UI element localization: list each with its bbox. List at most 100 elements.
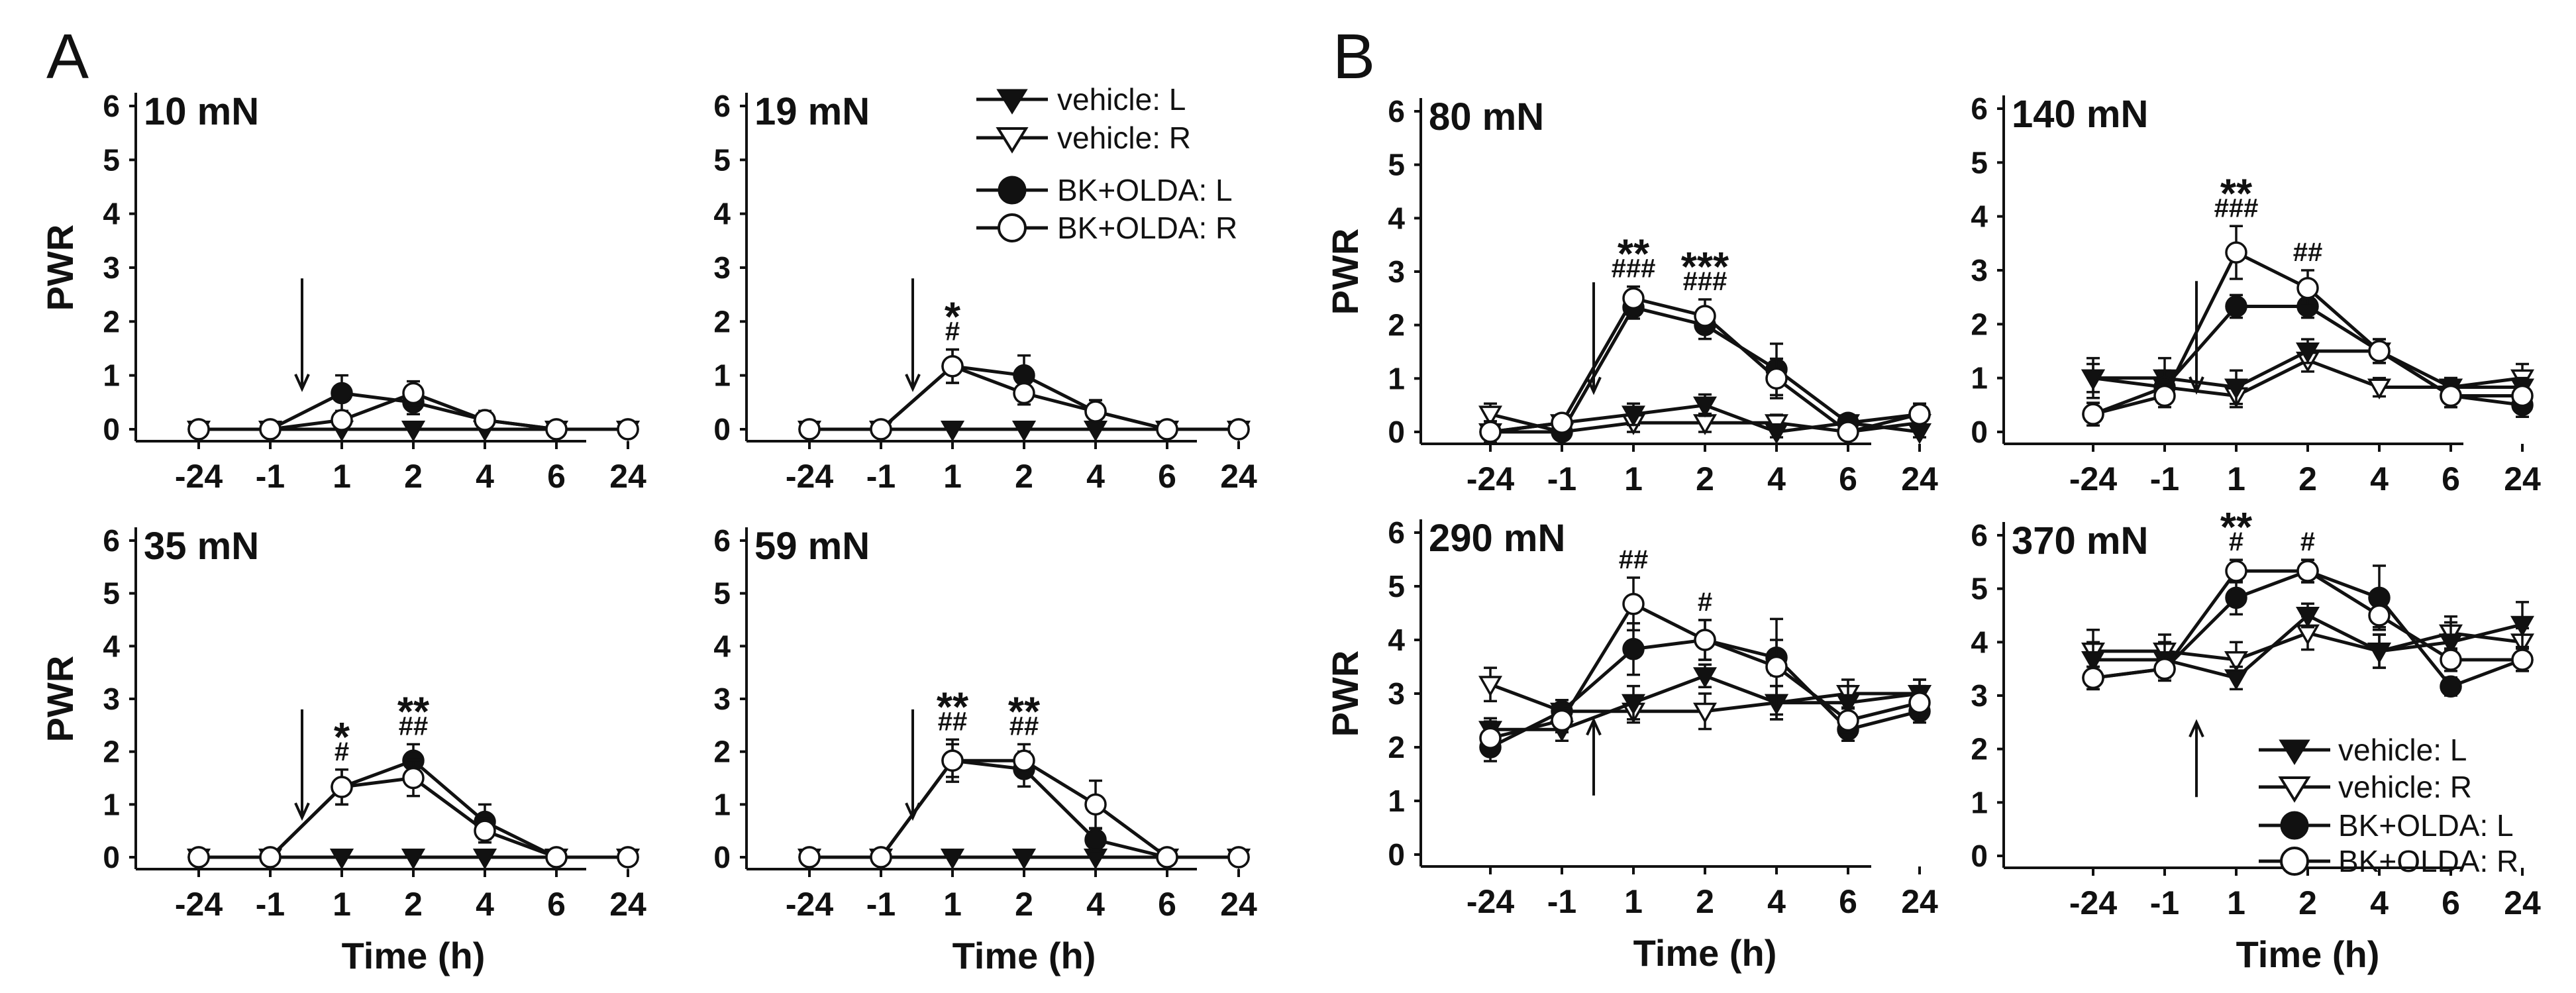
down-arrowhead-icon: [2189, 376, 2204, 395]
down-arrowhead-icon: [294, 802, 310, 821]
data-point-bk-olda-r: [187, 418, 210, 441]
significance-hash: ###: [1683, 267, 1727, 296]
data-point-bk-olda-r: [1156, 846, 1178, 868]
significance-hash: #: [2300, 527, 2315, 556]
x-axis-label: Time (h): [1633, 932, 1777, 974]
data-point-vehicle-l: [1011, 849, 1037, 870]
data-point-bk-olda-r: [1479, 727, 1502, 749]
legend-entry-vehicle-l: vehicle: L: [976, 82, 1186, 117]
data-point-bk-olda-l: [2225, 586, 2247, 609]
x-axis-label: Time (h): [2236, 933, 2380, 975]
panel-title: 35 mN: [144, 525, 259, 568]
legend-entry-bk-olda-r: BK+OLDA: R: [976, 211, 1237, 245]
data-point-bk-olda-r: [870, 846, 892, 868]
data-point-vehicle-l: [1692, 667, 1718, 688]
data-point-bk-olda-r: [2082, 403, 2104, 425]
data-point-bk-olda-r: [1084, 793, 1107, 816]
data-point-vehicle-l: [2510, 615, 2535, 637]
x-tick-label: 24: [2504, 460, 2541, 497]
y-tick-label: 4: [1971, 199, 1988, 234]
legend-label-vehicle-r: vehicle: R: [1057, 121, 1191, 155]
y-tick-label: 1: [713, 787, 731, 821]
data-point-vehicle-l: [1692, 396, 1718, 418]
data-point-vehicle-l: [2367, 643, 2392, 664]
x-tick-label: 6: [2442, 884, 2460, 921]
data-point-bk-olda-r: [1227, 418, 1250, 441]
x-tick-label: 6: [1839, 460, 1857, 497]
x-tick-label: 6: [2442, 460, 2460, 497]
y-tick-label: 5: [713, 576, 731, 611]
legend-marker-vehicle-l-bottom: [2279, 739, 2310, 765]
legend-label-bk-olda-r-bottom: BK+OLDA: R: [2338, 844, 2518, 878]
data-point-vehicle-l: [472, 849, 497, 870]
data-point-bk-olda-r: [1694, 305, 1716, 327]
x-tick-label: -1: [866, 886, 896, 923]
x-axis-label: Time (h): [342, 935, 486, 976]
data-point-vehicle-l: [401, 421, 426, 442]
data-point-bk-olda-r: [2368, 340, 2391, 362]
y-tick-label: 5: [1971, 572, 1988, 606]
x-tick-label: -24: [175, 886, 223, 923]
data-point-vehicle-l: [940, 849, 965, 870]
data-point-bk-olda-r: [2082, 666, 2104, 690]
down-arrowhead-icon: [1586, 376, 1602, 395]
down-arrowhead-icon: [905, 374, 921, 392]
data-point-bk-olda-r: [1551, 709, 1573, 732]
data-point-vehicle-l: [940, 421, 965, 442]
legend-entry-vehicle-l-bottom: vehicle: L: [2259, 733, 2467, 767]
data-point-bk-olda-r: [1694, 629, 1716, 651]
x-tick-label: 2: [404, 458, 423, 495]
y-tick-label: 4: [713, 197, 731, 231]
y-tick-label: 5: [713, 142, 731, 177]
data-point-bk-olda-r: [1479, 421, 1502, 443]
y-tick-label: 4: [103, 197, 120, 231]
data-point-bk-olda-r: [1156, 418, 1178, 441]
data-point-bk-olda-r: [1765, 655, 1788, 678]
y-tick-label: 6: [1388, 94, 1405, 129]
data-point-bk-olda-r: [2440, 649, 2462, 671]
y-tick-label: 6: [103, 89, 120, 123]
y-tick-label: 2: [1971, 307, 1988, 341]
x-tick-label: 4: [1086, 458, 1105, 495]
x-tick-label: -1: [1547, 460, 1576, 497]
significance-hash: ###: [2214, 193, 2259, 223]
y-tick-label: 0: [103, 840, 120, 874]
data-point-vehicle-l: [2295, 342, 2320, 364]
data-point-bk-olda-r: [474, 409, 496, 431]
series-bk-olda-r: [798, 738, 1250, 868]
x-tick-label: -1: [2150, 884, 2179, 921]
x-tick-label: 1: [2227, 884, 2245, 921]
y-tick-label: 3: [713, 682, 731, 716]
data-point-vehicle-l: [329, 849, 354, 870]
y-tick-label: 1: [1971, 361, 1988, 395]
panel-letter-b: B: [1333, 21, 1375, 92]
y-tick-label: 4: [713, 629, 731, 663]
y-tick-label: 0: [1971, 839, 1988, 873]
x-tick-label: 6: [1158, 886, 1176, 923]
data-point-vehicle-l: [2224, 378, 2249, 400]
data-point-bk-olda-r: [402, 382, 425, 405]
x-tick-label: 2: [404, 886, 423, 923]
data-point-bk-olda-r: [331, 409, 353, 431]
significance-hash: ##: [1009, 712, 1039, 741]
y-tick-label: 6: [713, 523, 731, 558]
down-arrowhead-icon: [905, 802, 921, 821]
down-arrowhead-icon: [294, 374, 310, 392]
data-point-bk-olda-r: [2511, 649, 2534, 671]
data-point-bk-olda-l: [2225, 295, 2247, 318]
data-point-bk-olda-r: [545, 418, 568, 441]
data-point-bk-olda-r: [798, 418, 821, 441]
y-tick-label: 6: [713, 89, 731, 123]
legend-marker-bk-olda-r-bottom: [2280, 847, 2309, 876]
x-tick-label: 6: [1839, 883, 1857, 920]
significance-star: *: [334, 715, 350, 760]
y-tick-label: 0: [1388, 837, 1405, 872]
x-tick-label: -24: [786, 458, 833, 495]
data-point-bk-olda-r: [1551, 411, 1573, 435]
legend-label-vehicle-r-bottom: vehicle: R: [2338, 770, 2472, 804]
y-tick-label: 2: [1388, 308, 1405, 342]
